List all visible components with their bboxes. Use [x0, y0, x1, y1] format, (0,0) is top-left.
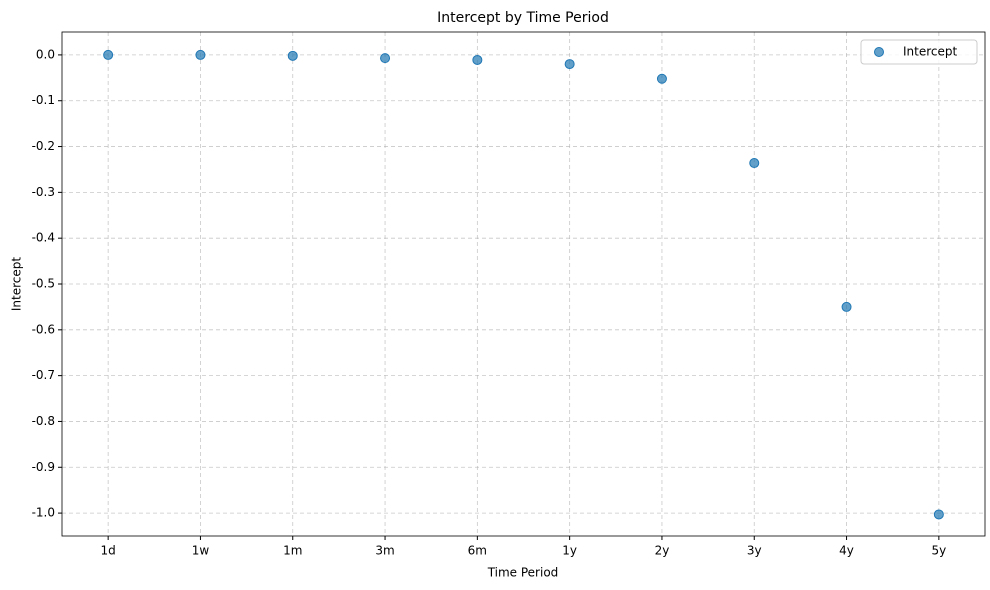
point	[103, 49, 114, 60]
y-tick-label: 0.0	[36, 47, 55, 61]
x-tick-label: 3m	[375, 544, 394, 558]
plot-frame	[61, 31, 986, 537]
x-tick-label: 1m	[283, 544, 302, 558]
point	[656, 73, 667, 84]
legend-label: Intercept	[903, 45, 958, 59]
point	[933, 509, 944, 520]
chart-title: Intercept by Time Period	[437, 10, 609, 26]
y-tick-label: -0.3	[32, 185, 55, 199]
x-tick-label: 6m	[468, 544, 487, 558]
y-tick-label: -0.9	[32, 460, 55, 474]
point	[195, 49, 206, 60]
y-tick-label: -0.8	[32, 414, 55, 428]
y-tick-label: -1.0	[32, 506, 55, 520]
y-axis-label: Intercept	[10, 257, 24, 312]
x-tick-label: 5y	[931, 544, 946, 558]
x-tick-label: 1y	[562, 544, 577, 558]
point	[841, 301, 852, 312]
x-tick-label: 3y	[747, 544, 762, 558]
y-tick-label: -0.6	[32, 322, 55, 336]
y-tick-label: -0.4	[32, 231, 55, 245]
y-tick-label: -0.1	[32, 93, 55, 107]
y-tick-label: -0.7	[32, 368, 55, 382]
point	[380, 53, 391, 64]
x-tick-label: 1d	[101, 544, 116, 558]
x-axis-label: Time Period	[487, 566, 559, 580]
x-tick-label: 1w	[192, 544, 210, 558]
point	[287, 50, 298, 61]
y-tick-label: -0.2	[32, 139, 55, 153]
y-tick-label: -0.5	[32, 277, 55, 291]
point	[564, 59, 575, 70]
x-tick-label: 4y	[839, 544, 854, 558]
point	[749, 158, 760, 169]
legend-marker	[874, 47, 884, 57]
legend-box	[860, 39, 978, 65]
x-tick-label: 2y	[655, 544, 670, 558]
point	[472, 54, 483, 65]
